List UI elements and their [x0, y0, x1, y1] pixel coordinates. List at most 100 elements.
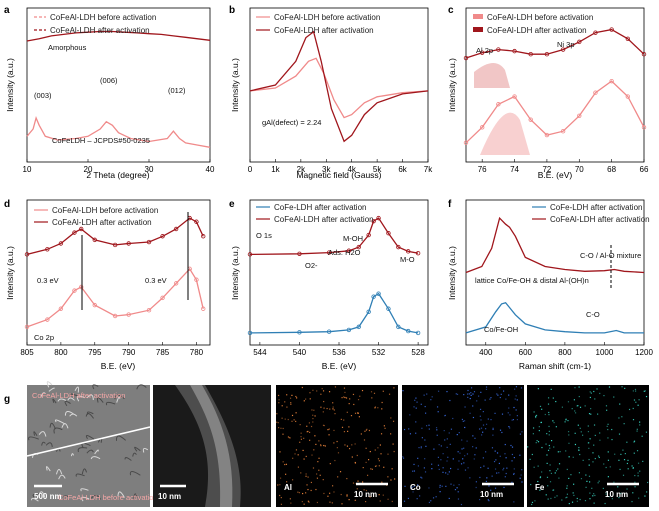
eds-dot: [402, 390, 404, 392]
data-point: [247, 330, 253, 336]
eds-dot: [365, 429, 368, 431]
eds-dot: [437, 464, 440, 466]
eds-dot: [606, 409, 608, 411]
sem-flake: [64, 411, 75, 416]
eds-dot: [313, 449, 315, 451]
legend-entry: CoFeAl-LDH after activation: [550, 215, 650, 224]
sem-flake: [67, 397, 75, 401]
eds-dot: [290, 502, 292, 504]
annotation: (003): [34, 91, 52, 100]
eds-dot: [482, 424, 485, 426]
eds-dot: [308, 422, 311, 424]
eds-dot: [354, 443, 356, 445]
eds-dot: [485, 386, 488, 388]
eds-dot: [537, 441, 540, 443]
eds-dot: [472, 446, 474, 448]
eds-dot: [632, 407, 634, 410]
eds-dot: [638, 497, 640, 499]
eds-dot: [353, 403, 355, 406]
eds-dot: [597, 413, 599, 415]
eds-dot: [316, 473, 318, 475]
x-tick-label: 805: [20, 348, 34, 357]
eds-dot: [357, 480, 359, 482]
eds-dot: [291, 420, 293, 422]
x-tick-label: 30: [145, 165, 154, 174]
sem-flake: [45, 442, 53, 447]
eds-dot: [307, 430, 309, 433]
eds-dot: [432, 497, 435, 499]
eds-dot: [287, 418, 289, 421]
eds-dot: [623, 459, 626, 461]
eds-dot: [578, 472, 581, 474]
eds-dot: [613, 396, 615, 398]
eds-dot: [380, 453, 382, 455]
eds-dot: [606, 491, 608, 493]
eds-dot: [603, 394, 605, 397]
eds-dot: [467, 396, 469, 398]
eds-dot: [568, 477, 570, 480]
eds-dot: [404, 485, 406, 487]
eds-map: [402, 385, 524, 507]
sem-flake: [116, 435, 127, 441]
x-tick-label: 10: [23, 165, 32, 174]
panel-letter: e: [229, 199, 235, 210]
eds-dot: [423, 394, 425, 396]
eds-dot: [467, 389, 469, 392]
eds-dot: [415, 421, 417, 423]
eds-dot: [514, 398, 516, 400]
eds-dot: [636, 430, 638, 432]
eds-dot: [413, 406, 415, 408]
eds-dot: [424, 471, 427, 473]
eds-dot: [479, 415, 481, 417]
eds-dot: [499, 455, 501, 457]
panel-letter: a: [4, 5, 10, 16]
eds-dot: [431, 396, 433, 398]
eds-dot: [320, 444, 322, 446]
eds-dot: [425, 425, 428, 427]
eds-dot: [552, 420, 554, 422]
data-point: [479, 50, 485, 55]
data-point: [463, 140, 469, 145]
sem-flake: [81, 496, 90, 502]
eds-dot: [497, 394, 499, 396]
eds-dot: [541, 408, 543, 410]
eds-dot: [546, 476, 549, 478]
eds-dot: [639, 421, 641, 423]
eds-dot: [500, 393, 502, 395]
eds-dot: [277, 484, 279, 486]
sem-flake: [76, 395, 85, 402]
fitted-peak-area: [474, 62, 510, 88]
eds-dot: [538, 429, 540, 432]
eds-dot: [308, 431, 311, 434]
data-point: [625, 36, 631, 41]
eds-dot: [381, 401, 383, 404]
sem-flake: [114, 394, 125, 400]
data-point: [479, 125, 485, 130]
eds-dot: [312, 417, 314, 420]
eds-dot: [348, 403, 350, 405]
legend-entry: CoFeAl-LDH after activation: [52, 218, 152, 227]
eds-dot: [346, 494, 348, 496]
eds-dot: [533, 411, 535, 413]
plot-frame: [26, 199, 211, 346]
y-axis-label: Intensity (a.u.): [230, 58, 240, 112]
eds-dot: [346, 495, 348, 497]
eds-dot: [548, 444, 550, 447]
eds-dot: [370, 391, 373, 393]
eds-dot: [552, 397, 554, 399]
data-point: [72, 288, 77, 293]
eds-dot: [619, 403, 621, 405]
x-tick-label: 5k: [373, 165, 382, 174]
eds-dot: [637, 404, 639, 406]
eds-dot: [320, 406, 322, 408]
data-point: [79, 226, 84, 232]
sem-flake: [33, 431, 38, 436]
eds-dot: [633, 452, 635, 454]
annotation: C-O: [586, 310, 600, 319]
eds-dot: [318, 469, 320, 471]
data-point: [593, 90, 598, 95]
eds-dot: [566, 493, 569, 495]
eds-dot: [449, 399, 451, 402]
eds-dot: [645, 395, 648, 398]
eds-dot: [531, 501, 534, 504]
